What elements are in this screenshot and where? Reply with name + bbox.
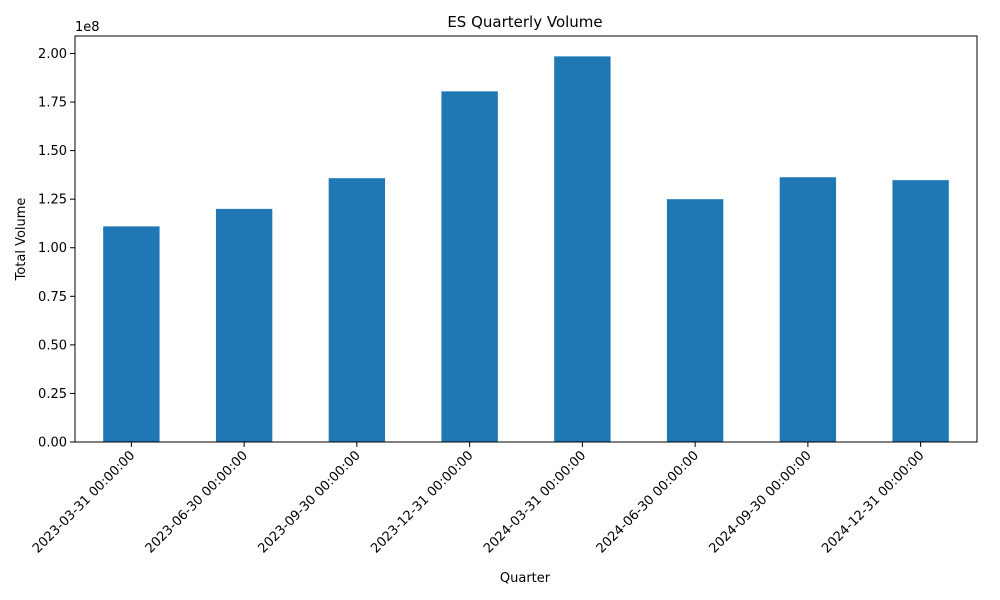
x-tick-label-4: 2024-03-31 00:00:00 (481, 448, 589, 556)
bar-0 (103, 226, 160, 442)
plot-frame (74, 35, 978, 443)
y-tick-label-6: 1.50 (38, 144, 67, 159)
y-tick-label-7: 1.75 (38, 96, 67, 111)
bar-6 (779, 177, 837, 442)
x-tick-label-1: 2023-06-30 00:00:00 (143, 448, 251, 556)
x-axis-label: Quarter (500, 571, 551, 586)
bar-1 (215, 208, 273, 442)
x-tick-label-7: 2024-12-31 00:00:00 (819, 448, 927, 556)
y-axis-label: Total Volume (14, 198, 29, 282)
x-tick-label-6: 2024-09-30 00:00:00 (706, 448, 814, 556)
x-axis: 2023-03-31 00:00:00 2023-06-30 00:00:00 20… (30, 442, 927, 556)
y-tick-label-3: 0.75 (38, 290, 67, 305)
x-tick-label-2: 2023-09-30 00:00:00 (255, 448, 363, 556)
bars-group (103, 56, 949, 443)
x-tick-label-3: 2023-12-31 00:00:00 (368, 448, 476, 556)
bar-7 (892, 180, 949, 442)
y-tick-label-1: 0.25 (38, 387, 67, 402)
y-offset-label: 1e8 (75, 20, 100, 35)
bar-2 (328, 178, 386, 442)
y-tick-label-5: 1.25 (38, 193, 67, 208)
bar-3 (441, 91, 498, 442)
x-tick-label-5: 2024-06-30 00:00:00 (594, 448, 702, 556)
y-tick-label-4: 1.00 (38, 241, 67, 256)
y-tick-label-8: 2.00 (38, 47, 67, 62)
bar-4 (554, 56, 611, 443)
chart-title: ES Quarterly Volume (447, 13, 602, 31)
bar-5 (666, 199, 724, 442)
y-axis: 0.00 0.25 0.50 0.75 1.00 1.25 1.50 1.75 2.00 (38, 47, 75, 451)
y-tick-label-0: 0.00 (38, 436, 67, 451)
x-tick-label-0: 2023-03-31 00:00:00 (30, 448, 138, 556)
y-tick-label-2: 0.50 (38, 338, 67, 353)
